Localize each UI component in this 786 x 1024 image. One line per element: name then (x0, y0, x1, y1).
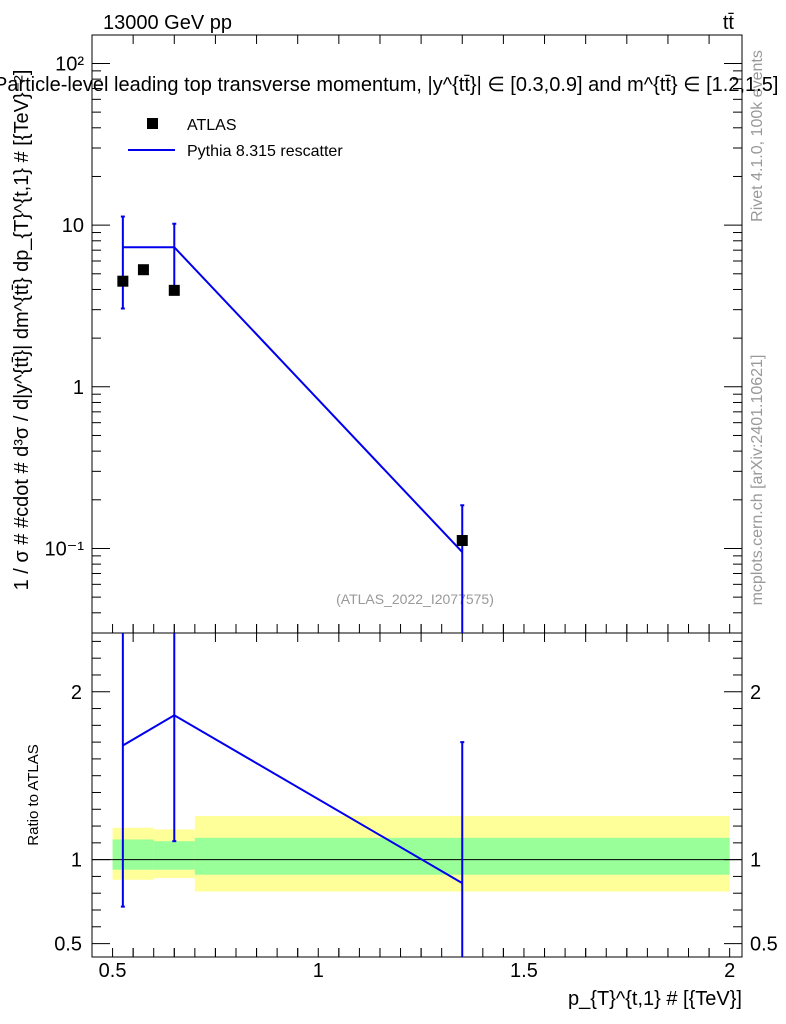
main-y-tick-label: 1 (73, 377, 84, 399)
legend-atlas-label: ATLAS (187, 117, 237, 134)
ratio-y-tick-label-right: 1 (750, 850, 761, 872)
ratio-stat-band-0 (112, 839, 154, 870)
rivet-label: Rivet 4.1.0, 100k events (749, 50, 766, 222)
plot-title: Particle-level leading top transverse mo… (0, 74, 778, 96)
chart-marks: 10⁻¹ 1 10 10² 0.5 1 1.5 2 0.5 0.5 1 1 2 2 (45, 34, 778, 982)
mcplots-label: mcplots.cern.ch [arXiv:2401.10621] (749, 355, 766, 606)
ratio-y-tick-label-right: 0.5 (750, 934, 778, 956)
process-label: tt̄ (723, 12, 735, 34)
analysis-id: (ATLAS_2022_I2077575) (336, 591, 494, 607)
legend-atlas-marker (147, 118, 158, 129)
main-y-tick-label: 10 (62, 215, 84, 237)
x-axis-label: p_{T}^{t,1} # [{TeV}] (568, 988, 742, 1010)
x-tick-label: 1.5 (510, 960, 538, 982)
ratio-stat-band-1 (153, 841, 195, 870)
main-y-axis-label: 1 / σ # #cdot # d³σ / d|y^{tt̄}| dm^{tt̄… (11, 70, 33, 591)
x-tick-label: 2 (724, 960, 735, 982)
ratio-frame (91, 632, 743, 958)
x-tick-label: 0.5 (99, 960, 127, 982)
atlas-data-point (117, 275, 129, 287)
ratio-y-axis-label: Ratio to ATLAS (25, 744, 42, 845)
x-tick-label: 1 (313, 960, 324, 982)
main-y-tick-label: 10⁻¹ (45, 538, 85, 560)
ratio-y-tick-label-right: 2 (750, 682, 761, 704)
legend-pythia-label: Pythia 8.315 rescatter (187, 143, 343, 160)
atlas-data-point (168, 284, 180, 296)
ratio-y-tick-label: 1 (71, 850, 82, 872)
atlas-data-point (456, 535, 468, 547)
ratio-y-tick-label: 2 (71, 682, 82, 704)
ratio-y-tick-label: 0.5 (54, 934, 82, 956)
main-y-tick-label: 10² (55, 53, 84, 75)
energy-label: 13000 GeV pp (103, 12, 232, 34)
atlas-data-point (137, 264, 149, 276)
